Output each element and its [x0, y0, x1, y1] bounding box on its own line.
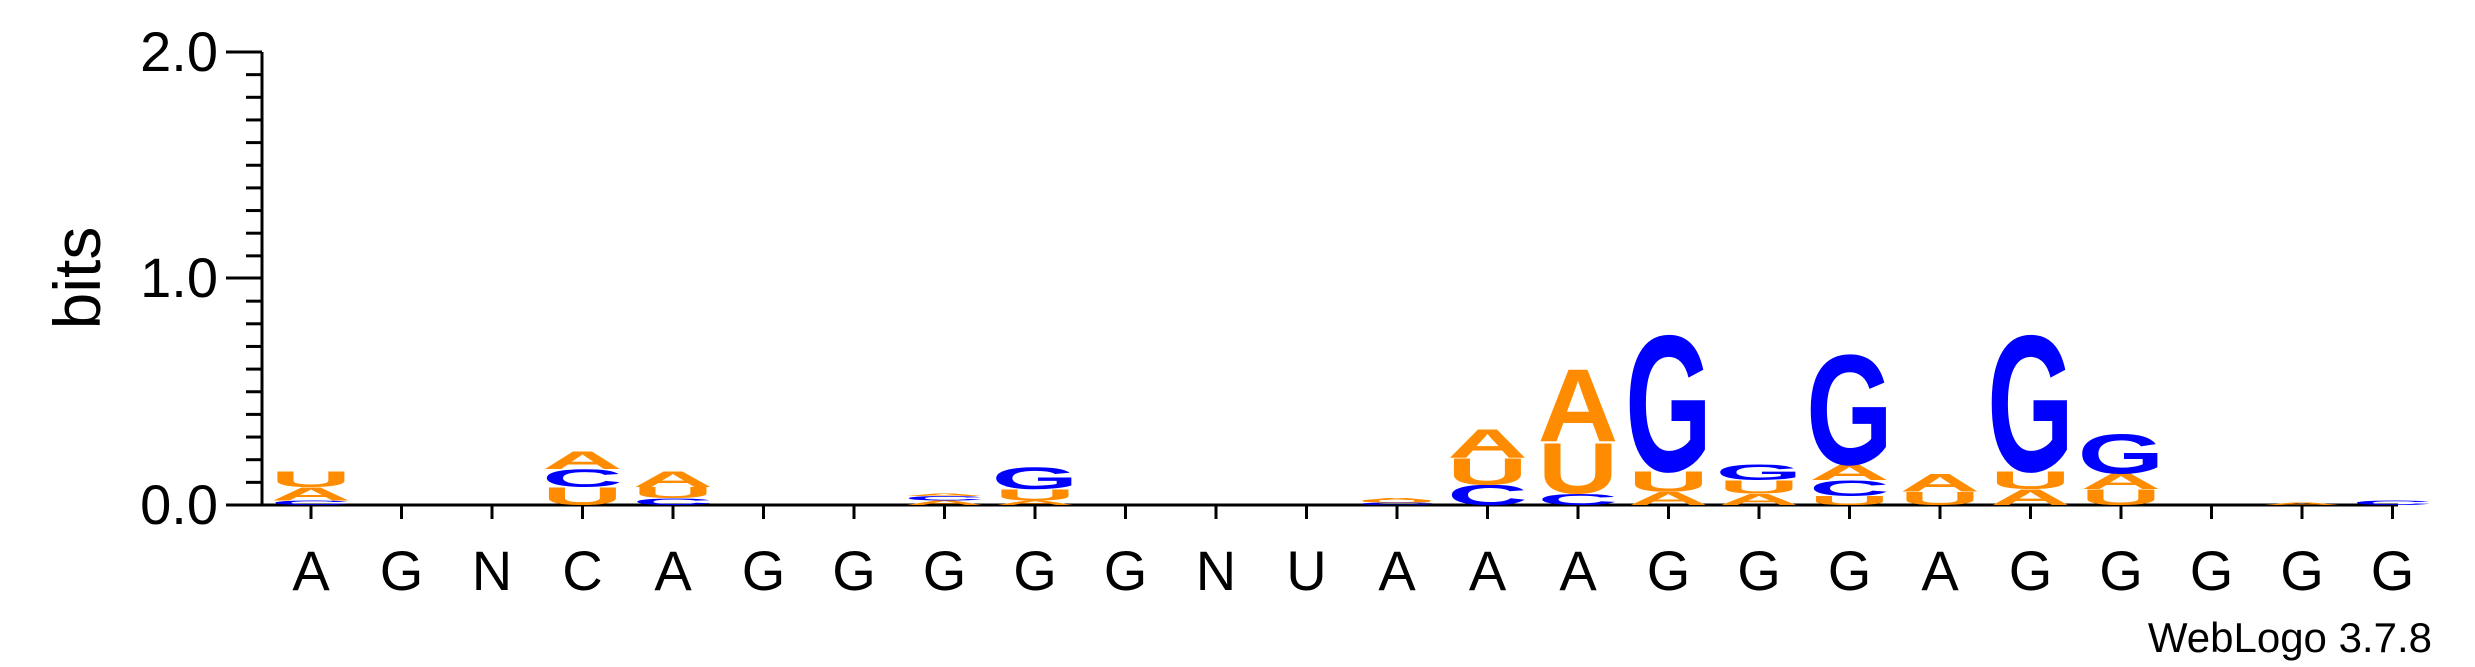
logo-letter-g: G: [1806, 322, 1893, 497]
logo-letter-u: U: [1900, 488, 1980, 509]
logo-letter-g: G: [1625, 294, 1712, 513]
x-tick-label: G: [2009, 539, 2053, 602]
logo-letter-u: U: [1357, 500, 1437, 504]
x-tick-label: G: [2371, 539, 2415, 602]
logo-letter-u: U: [1809, 494, 1889, 508]
y-axis-label: bits: [40, 227, 114, 330]
logo-letter-a: A: [1809, 460, 1889, 485]
logo-letter-c: C: [904, 495, 984, 502]
logo-letter-c: C: [1357, 502, 1437, 506]
logo-letter-c: C: [271, 499, 351, 506]
logo-letter-a: A: [904, 499, 984, 506]
logo-letter-u: U: [1447, 451, 1527, 493]
logo-letter-c: C: [1809, 476, 1889, 501]
logo-letter-a: A: [2081, 469, 2161, 494]
x-tick-label: G: [1647, 539, 1691, 602]
logo-letter-c: C: [1538, 491, 1618, 509]
logo-letter-a: A: [271, 483, 351, 504]
x-tick-label: G: [2099, 539, 2143, 602]
x-tick-label: G: [1737, 539, 1781, 602]
logo-letter-u: U: [271, 467, 351, 492]
x-tick-label: G: [2280, 539, 2324, 602]
logo-letter-c: C: [633, 496, 713, 507]
logo-letter-u: U: [995, 486, 1075, 504]
x-tick-label: G: [832, 539, 876, 602]
logo-letter-u: U: [2081, 485, 2161, 510]
x-tick-label: G: [1828, 539, 1872, 602]
logo-letter-g: G: [1987, 294, 2074, 513]
logo-letter-u: U: [1990, 467, 2070, 495]
logo-letter-u: U: [542, 483, 622, 511]
x-tick-label: A: [1469, 539, 1507, 602]
y-tick-label: 2.0: [140, 20, 218, 83]
x-tick-label: G: [380, 539, 424, 602]
logo-letter-a: A: [1538, 348, 1618, 464]
logo-letter-a: A: [904, 493, 984, 497]
y-tick-label: 1.0: [140, 246, 218, 309]
x-tick-label: G: [1013, 539, 1057, 602]
logo-letter-u: U: [1538, 428, 1618, 509]
x-tick-label: U: [1286, 539, 1326, 602]
logo-letter-a: A: [1900, 469, 1980, 497]
logo-letter-a: A: [1719, 491, 1799, 509]
x-tick-label: A: [1378, 539, 1416, 602]
x-tick-label: C: [562, 539, 602, 602]
logo-letter-c: C: [542, 464, 622, 492]
logo-letter-a: A: [1357, 498, 1437, 502]
logo-letter-u: U: [633, 484, 713, 502]
x-tick-label: A: [654, 539, 692, 602]
axes: 0.0 1.0 2.0 bits: [40, 20, 2398, 536]
logo-letter-a: A: [633, 467, 713, 492]
x-tick-label: A: [1921, 539, 1959, 602]
logo-letter-g: G: [1716, 460, 1803, 485]
weblogo-credit: WebLogo 3.7.8: [2148, 614, 2432, 661]
x-tick-label: N: [472, 539, 512, 602]
x-tick-label: G: [742, 539, 786, 602]
logo-letter-u: U: [1719, 477, 1799, 498]
logo-letter-c: C: [2352, 499, 2432, 506]
logo-letter-g: G: [992, 461, 1079, 496]
logo-letter-a: A: [1990, 485, 2070, 510]
x-tick-label: A: [292, 539, 330, 602]
logo-letter-c: C: [1447, 480, 1527, 512]
x-tick-label: N: [1196, 539, 1236, 602]
logo-letter-a: A: [2262, 502, 2342, 506]
x-tick-label: G: [923, 539, 967, 602]
logo-letter-a: A: [995, 499, 1075, 506]
x-tick-label: G: [2190, 539, 2234, 602]
logo-letter-g: G: [2078, 422, 2165, 485]
logo-letter-a: A: [1628, 488, 1708, 509]
logo-letter-u: U: [1628, 466, 1708, 498]
y-tick-label: 0.0: [140, 473, 218, 536]
logo-letter-a: A: [1447, 420, 1527, 466]
x-tick-label: A: [1559, 539, 1597, 602]
y-minor-ticks: [246, 73, 262, 484]
x-tick-label: G: [1104, 539, 1148, 602]
logo-letter-a: A: [542, 446, 622, 474]
